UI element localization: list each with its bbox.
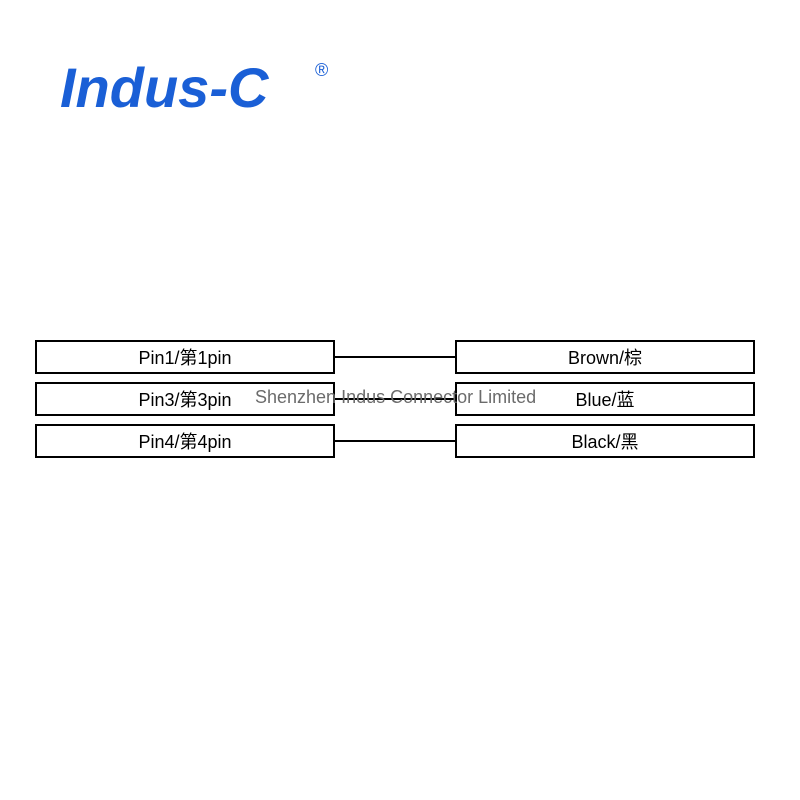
pin-box-left-3: Pin4/第4pin — [35, 424, 335, 458]
pin-label-3: Pin4/第4pin — [138, 428, 231, 454]
color-label-1: Brown/棕 — [568, 344, 642, 370]
registered-mark: ® — [315, 60, 328, 81]
color-box-right-3: Black/黑 — [455, 424, 755, 458]
watermark-text: Shenzhen Indus Connector Limited — [255, 387, 536, 408]
pin-box-left-1: Pin1/第1pin — [35, 340, 335, 374]
color-label-3: Black/黑 — [571, 428, 638, 454]
color-box-right-1: Brown/棕 — [455, 340, 755, 374]
pin-label-2: Pin3/第3pin — [138, 386, 231, 412]
brand-logo: Indus-C — [60, 55, 268, 120]
pin-label-1: Pin1/第1pin — [138, 344, 231, 370]
connector-line-3 — [335, 440, 455, 442]
connector-line-1 — [335, 356, 455, 358]
color-label-2: Blue/蓝 — [575, 386, 634, 412]
